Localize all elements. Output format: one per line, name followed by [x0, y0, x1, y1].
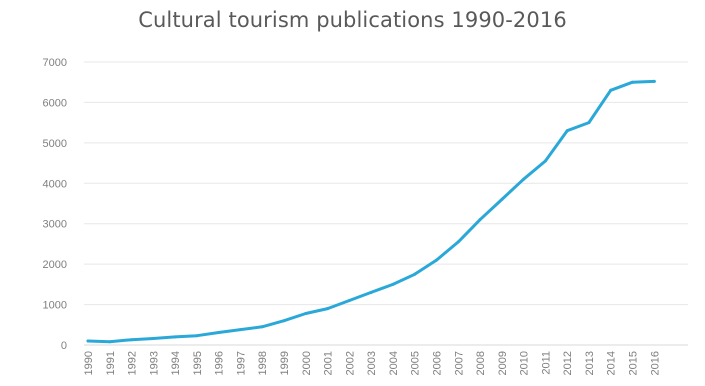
data-point: [130, 338, 134, 342]
data-point: [413, 272, 417, 276]
data-point: [565, 129, 569, 133]
data-point: [326, 307, 330, 311]
data-point: [86, 339, 90, 343]
data-point: [260, 325, 264, 329]
y-tick-label: 1000: [43, 300, 67, 312]
x-tick-label: 2014: [606, 351, 618, 375]
data-point: [478, 218, 482, 222]
data-point: [522, 177, 526, 181]
series-line: [86, 79, 656, 344]
x-tick-label: 2011: [540, 351, 552, 375]
x-tick-label: 1997: [235, 351, 247, 375]
data-point: [173, 335, 177, 339]
data-point: [652, 79, 656, 83]
x-tick-label: 1990: [83, 351, 95, 375]
data-point: [500, 197, 504, 201]
x-tick-label: 2008: [475, 351, 487, 375]
y-tick-label: 6000: [43, 97, 67, 109]
x-tick-label: 2006: [431, 351, 443, 375]
data-point: [108, 340, 112, 344]
x-tick-label: 2001: [323, 351, 335, 375]
chart-title: Cultural tourism publications 1990-2016: [138, 8, 567, 32]
x-tick-label: 1998: [257, 351, 269, 375]
x-tick-label: 2004: [388, 351, 400, 375]
y-tick-label: 4000: [43, 178, 67, 190]
data-point: [631, 80, 634, 84]
data-point: [217, 330, 221, 334]
data-point: [587, 121, 591, 125]
x-tick-label: 1996: [214, 351, 226, 375]
x-tick-label: 2007: [453, 351, 465, 375]
x-tick-label: 1999: [279, 351, 291, 375]
x-tick-label: 2013: [584, 351, 596, 375]
data-point: [282, 319, 286, 323]
x-tick-label: 1993: [148, 351, 160, 375]
x-tick-label: 2000: [301, 351, 313, 375]
data-point: [543, 159, 547, 163]
x-tick-label: 2012: [562, 351, 574, 375]
y-tick-label: 5000: [43, 138, 67, 150]
data-point: [456, 240, 460, 244]
x-tick-label: 2009: [497, 351, 509, 375]
data-point: [304, 311, 308, 315]
x-tick-label: 1992: [127, 351, 139, 375]
y-tick-label: 7000: [43, 57, 67, 69]
x-tick-label: 1994: [170, 351, 182, 375]
y-tick-label: 2000: [43, 259, 67, 271]
data-point: [347, 299, 351, 303]
data-point: [391, 282, 395, 286]
x-tick-label: 2002: [344, 351, 356, 375]
x-tick-label: 2015: [628, 351, 640, 375]
x-tick-label: 2005: [410, 351, 422, 375]
x-tick-label: 2010: [519, 351, 531, 375]
x-tick-label: 1991: [105, 351, 117, 375]
data-point: [434, 258, 438, 262]
data-point: [238, 328, 242, 332]
data-point: [369, 290, 373, 294]
y-tick-label: 0: [61, 340, 67, 352]
data-point: [151, 337, 155, 341]
data-point: [195, 334, 199, 338]
x-tick-label: 2016: [649, 351, 661, 375]
y-tick-label: 3000: [43, 219, 67, 231]
data-point: [609, 88, 613, 92]
x-tick-label: 2003: [366, 351, 378, 375]
x-tick-label: 1995: [192, 351, 204, 375]
